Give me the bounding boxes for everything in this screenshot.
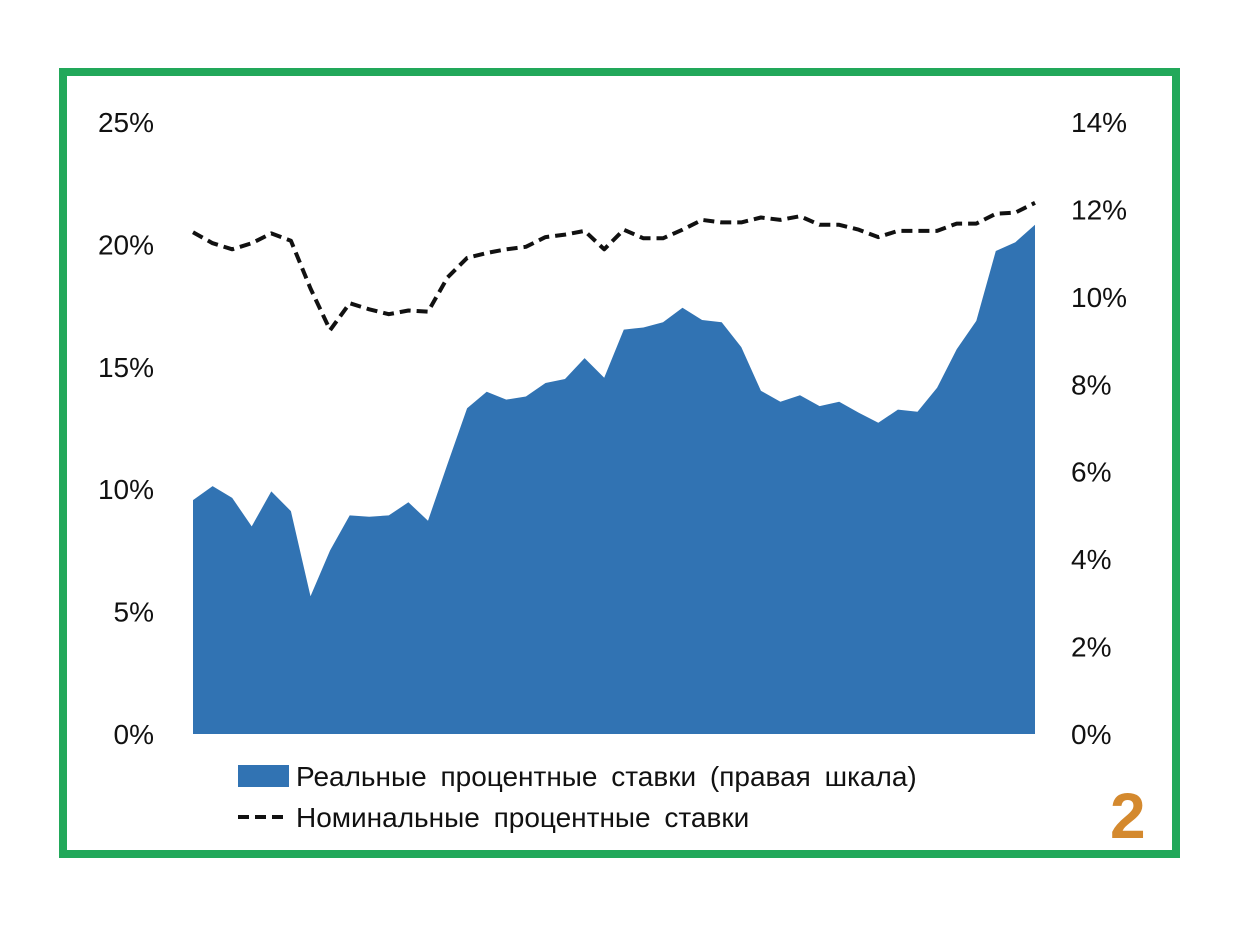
right-tick-label: 12%: [1071, 194, 1127, 225]
right-tick-label: 10%: [1071, 282, 1127, 313]
right-axis: 0% 2% 4% 6% 8% 10% 12% 14%: [1071, 107, 1127, 750]
chart-svg: 0% 5% 10% 15% 20% 25% 0% 2% 4% 6% 8% 10% 12% 14% Реа…: [98, 107, 1146, 850]
left-tick-label: 5%: [114, 597, 154, 628]
real-rates-area: [193, 224, 1035, 734]
legend-area-label: Реальные процентные ставки (правая шкала…: [296, 761, 917, 792]
right-tick-label: 6%: [1071, 457, 1111, 488]
legend-line-label: Номинальные процентные ставки: [296, 802, 749, 833]
page-number-badge: 2: [1110, 780, 1146, 850]
nominal-rates-line: [192, 201, 1036, 333]
plot-area: [192, 201, 1036, 734]
left-tick-label: 10%: [98, 474, 154, 505]
left-tick-label: 15%: [98, 352, 154, 383]
chart-frame: 0% 5% 10% 15% 20% 25% 0% 2% 4% 6% 8% 10% 12% 14% Реа…: [59, 68, 1180, 858]
left-axis: 0% 5% 10% 15% 20% 25%: [98, 107, 154, 750]
right-tick-label: 2%: [1071, 632, 1111, 663]
right-tick-label: 14%: [1071, 107, 1127, 138]
left-tick-label: 0%: [114, 719, 154, 750]
legend: Реальные процентные ставки (правая шкала…: [238, 761, 917, 833]
legend-area-swatch: [238, 765, 289, 787]
right-tick-label: 8%: [1071, 369, 1111, 400]
left-tick-label: 25%: [98, 107, 154, 138]
left-tick-label: 20%: [98, 229, 154, 260]
right-tick-label: 4%: [1071, 544, 1111, 575]
right-tick-label: 0%: [1071, 719, 1111, 750]
